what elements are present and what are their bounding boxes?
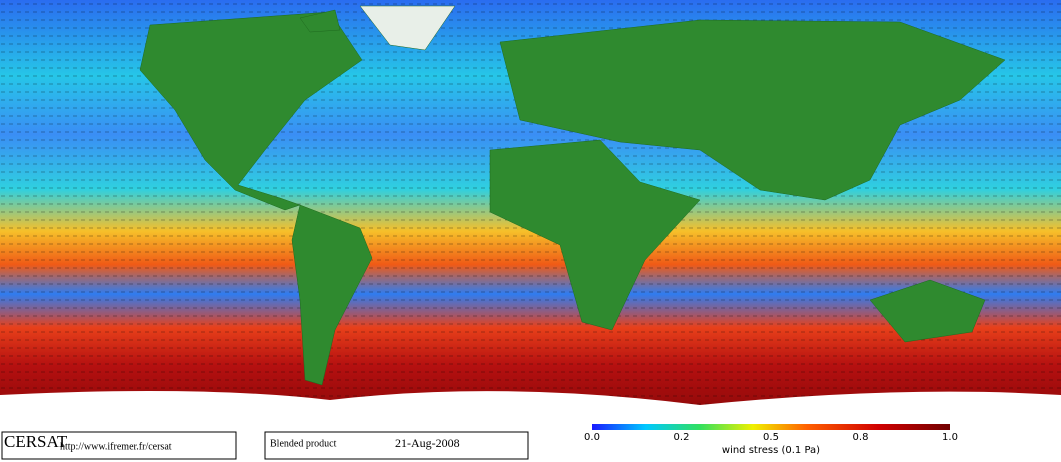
logo-box bbox=[1, 431, 237, 460]
colorbar-label: wind stress (0.1 Pa) bbox=[722, 445, 820, 456]
colorbar-tick-label: 0.2 bbox=[674, 432, 690, 443]
product-box bbox=[264, 431, 529, 460]
colorbar-tick-label: 1.0 bbox=[942, 432, 958, 443]
colorbar-tick-label: 0.0 bbox=[584, 432, 600, 443]
url: http://www.ifremer.fr/cersat bbox=[60, 441, 172, 452]
product: Blended product bbox=[270, 438, 337, 449]
continents bbox=[139, 5, 1006, 386]
logo: CERSAT bbox=[4, 432, 68, 451]
colorbar bbox=[592, 424, 950, 430]
date: 21-Aug-2008 bbox=[395, 436, 460, 450]
colorbar-tick-label: 0.8 bbox=[853, 432, 869, 443]
colorbar-tick-label: 0.5 bbox=[763, 432, 779, 443]
